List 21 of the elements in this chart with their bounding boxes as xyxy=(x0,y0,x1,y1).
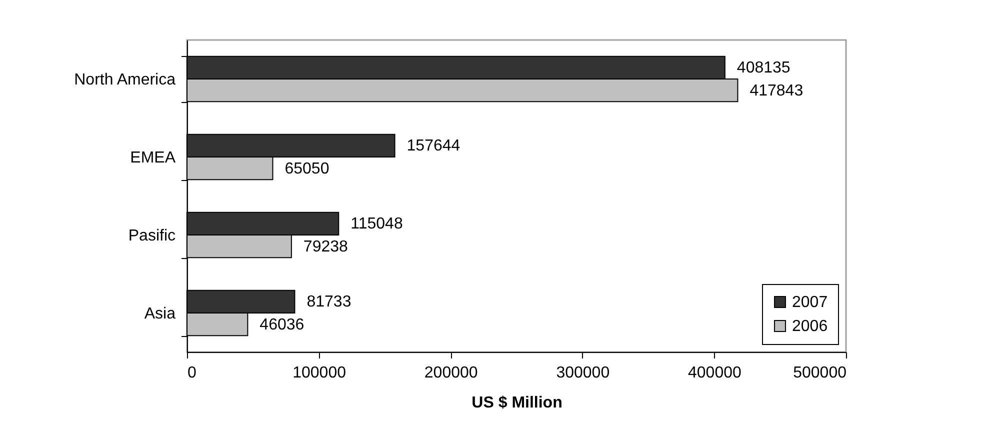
data-label: 81733 xyxy=(306,294,352,311)
x-tick-label: 500000 xyxy=(793,364,847,382)
data-label: 417843 xyxy=(750,82,804,100)
y-tick-label: North America xyxy=(74,72,176,88)
legend-label: 2007 xyxy=(792,294,828,311)
data-label: 157644 xyxy=(406,138,460,155)
data-label: 79238 xyxy=(303,238,348,256)
x-tick-label: 0 xyxy=(188,364,196,382)
x-tick-label: 100000 xyxy=(292,364,346,382)
x-tick-label: 400000 xyxy=(688,364,742,382)
y-tick-label: EMEA xyxy=(130,150,176,166)
y-tick-label: Asia xyxy=(144,306,176,322)
x-tick-label: 300000 xyxy=(556,364,610,382)
legend-label: 2006 xyxy=(792,318,828,335)
data-label: 115048 xyxy=(350,216,403,233)
x-axis-title: US $ Million xyxy=(472,394,562,412)
x-tick-label: 200000 xyxy=(424,364,478,382)
data-label: 46036 xyxy=(260,316,304,334)
data-label: 65050 xyxy=(284,160,330,178)
y-tick-label: Pasific xyxy=(128,228,176,244)
data-label: 408135 xyxy=(736,60,790,77)
